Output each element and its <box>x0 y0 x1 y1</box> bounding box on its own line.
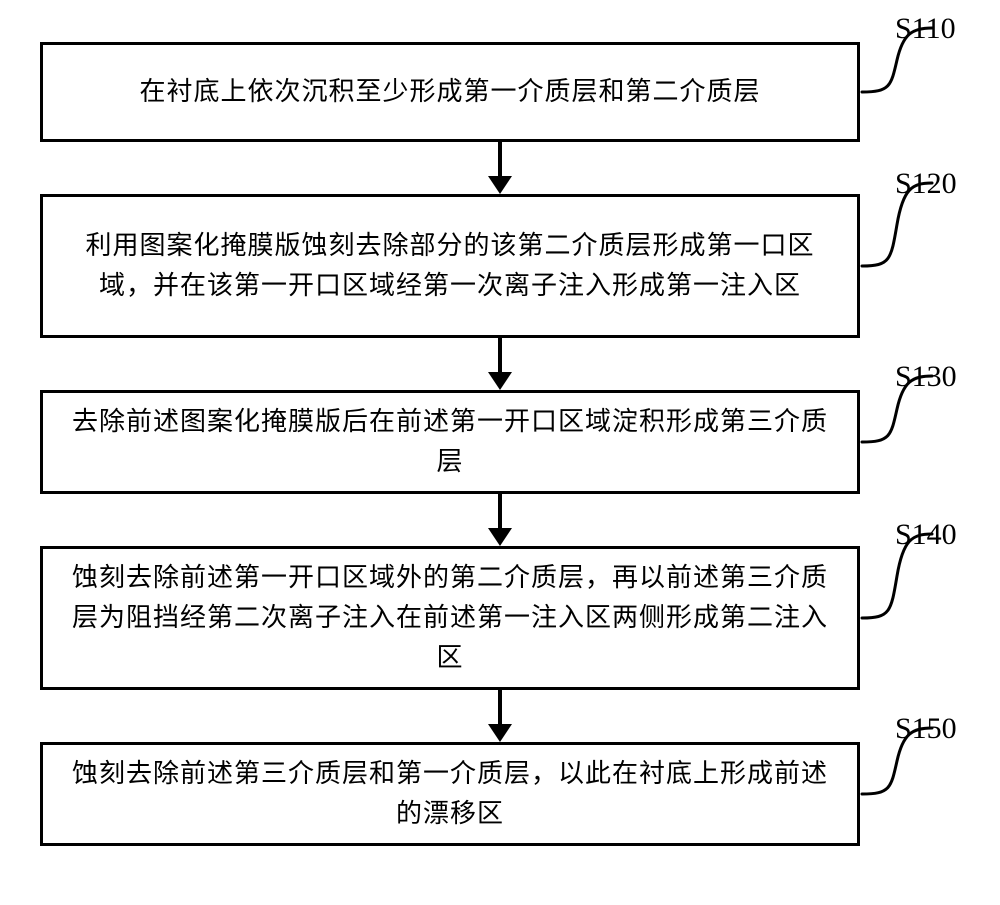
step-label-s120: S120 <box>895 167 957 201</box>
step-box-s130: 去除前述图案化掩膜版后在前述第一开口区域淀积形成第三介质层 <box>40 390 860 494</box>
step-text: 蚀刻去除前述第一开口区域外的第二介质层，再以前述第三介质层为阻挡经第二次离子注入… <box>61 558 839 679</box>
step-label-s140: S140 <box>895 518 957 552</box>
flow-arrow <box>0 690 1000 742</box>
step-label-s110: S110 <box>895 12 956 46</box>
flow-arrow <box>0 338 1000 390</box>
step-box-s120: 利用图案化掩膜版蚀刻去除部分的该第二介质层形成第一口区域，并在该第一开口区域经第… <box>40 194 860 338</box>
step-label-s130: S130 <box>895 360 957 394</box>
flow-arrow <box>0 142 1000 194</box>
step-text: 利用图案化掩膜版蚀刻去除部分的该第二介质层形成第一口区域，并在该第一开口区域经第… <box>61 226 839 307</box>
step-text: 蚀刻去除前述第三介质层和第一介质层，以此在衬底上形成前述的漂移区 <box>61 754 839 835</box>
step-text: 去除前述图案化掩膜版后在前述第一开口区域淀积形成第三介质层 <box>61 402 839 483</box>
flow-arrow <box>0 494 1000 546</box>
step-text: 在衬底上依次沉积至少形成第一介质层和第二介质层 <box>139 72 760 112</box>
step-box-s140: 蚀刻去除前述第一开口区域外的第二介质层，再以前述第三介质层为阻挡经第二次离子注入… <box>40 546 860 690</box>
step-box-s150: 蚀刻去除前述第三介质层和第一介质层，以此在衬底上形成前述的漂移区 <box>40 742 860 846</box>
flowchart-canvas: 在衬底上依次沉积至少形成第一介质层和第二介质层 S110 利用图案化掩膜版蚀刻去除部… <box>0 0 1000 905</box>
step-label-s150: S150 <box>895 712 957 746</box>
step-box-s110: 在衬底上依次沉积至少形成第一介质层和第二介质层 <box>40 42 860 142</box>
